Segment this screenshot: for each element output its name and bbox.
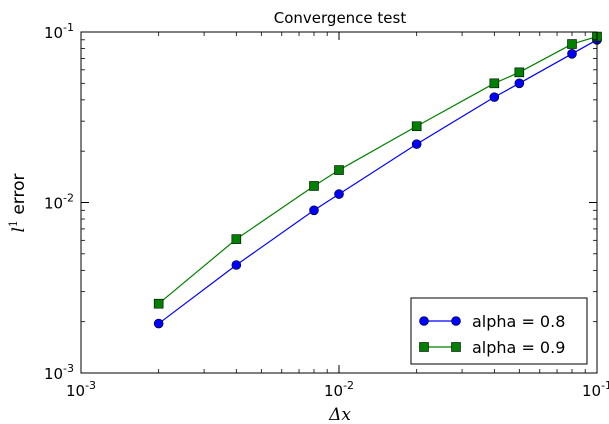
svg-text:l1 error: l1 error bbox=[7, 173, 29, 232]
chart-title: Convergence test bbox=[274, 9, 407, 27]
legend-label-1: alpha = 0.9 bbox=[472, 338, 565, 357]
y-axis-label: l1 error bbox=[7, 173, 29, 232]
data-point-1-6 bbox=[514, 67, 525, 78]
data-point-0-5 bbox=[489, 92, 500, 102]
data-point-1-3 bbox=[334, 165, 344, 175]
data-point-0-7 bbox=[567, 48, 577, 59]
data-point-0-2 bbox=[309, 205, 319, 216]
series-layer bbox=[153, 31, 602, 329]
ticks-layer: 10-3 10-2 10-1 10-3 10-2 10-1 bbox=[44, 21, 609, 400]
y-tick-label: 10-2 bbox=[44, 192, 74, 213]
data-point-0-0 bbox=[153, 318, 164, 329]
legend: alpha = 0.8 alpha = 0.9 bbox=[410, 297, 588, 365]
legend-marker-0 bbox=[419, 316, 429, 326]
y-tick-label: 10-3 bbox=[44, 362, 74, 383]
data-point-1-2 bbox=[309, 181, 319, 191]
data-point-0-1 bbox=[231, 260, 242, 270]
data-point-1-5 bbox=[489, 78, 500, 89]
legend-marker-1 bbox=[419, 342, 429, 352]
legend-marker-1b bbox=[451, 342, 461, 352]
data-point-0-4 bbox=[411, 139, 422, 149]
legend-box bbox=[410, 297, 588, 365]
data-point-1-4 bbox=[411, 121, 422, 132]
data-point-1-7 bbox=[567, 39, 577, 49]
plot-frame bbox=[80, 31, 598, 374]
x-axis-label: Δx bbox=[328, 405, 351, 424]
x-tick-label: 10-3 bbox=[66, 379, 96, 400]
data-point-1-0 bbox=[153, 298, 164, 309]
y-tick-label: 10-1 bbox=[44, 21, 74, 42]
legend-marker-0b bbox=[451, 316, 461, 326]
series-line-0 bbox=[158, 39, 598, 325]
x-tick-label: 10-1 bbox=[582, 379, 609, 400]
y-axis-label-sup: 1 bbox=[7, 220, 20, 227]
x-tick-label: 10-2 bbox=[324, 379, 354, 400]
y-axis-label-rest: error bbox=[9, 173, 29, 220]
data-point-0-3 bbox=[334, 189, 344, 199]
data-point-1-1 bbox=[231, 234, 242, 244]
y-axis-label-base: l bbox=[9, 227, 29, 232]
data-point-0-6 bbox=[514, 78, 525, 89]
legend-label-0: alpha = 0.8 bbox=[472, 312, 565, 331]
